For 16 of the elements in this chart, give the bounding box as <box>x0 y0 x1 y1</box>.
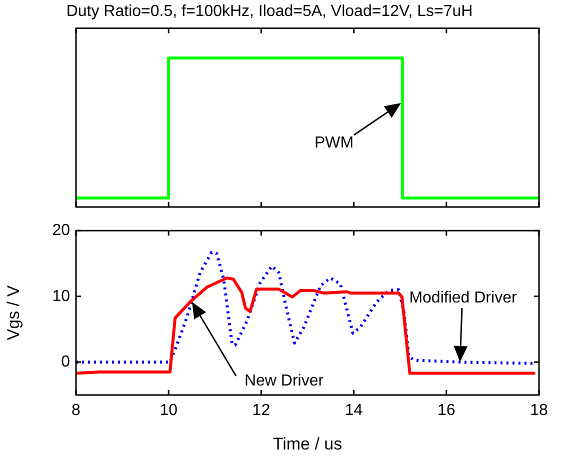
annotation: New Driver <box>244 372 324 390</box>
y-tick-label: 0 <box>61 354 70 371</box>
line-series <box>76 250 536 365</box>
x-tick-label: 18 <box>530 402 548 420</box>
x-tick-label: 16 <box>438 402 456 420</box>
y-tick-label: 10 <box>52 288 70 305</box>
annotation: Modified Driver <box>409 289 518 306</box>
y-axis-title: Vgs / V <box>4 284 23 340</box>
x-axis-title: Time / us <box>272 434 342 454</box>
chart-title: Duty Ratio=0.5, f=100kHz, Iload=5A, Vload=12V, Ls=7uH <box>66 3 473 20</box>
y-tick-label: 20 <box>52 222 70 240</box>
x-tick-label: 14 <box>344 402 363 420</box>
x-tick-label: 10 <box>160 402 178 420</box>
annotation: PWM <box>314 134 354 152</box>
x-tick-label: 12 <box>252 402 270 420</box>
x-tick-label: 8 <box>72 402 81 420</box>
